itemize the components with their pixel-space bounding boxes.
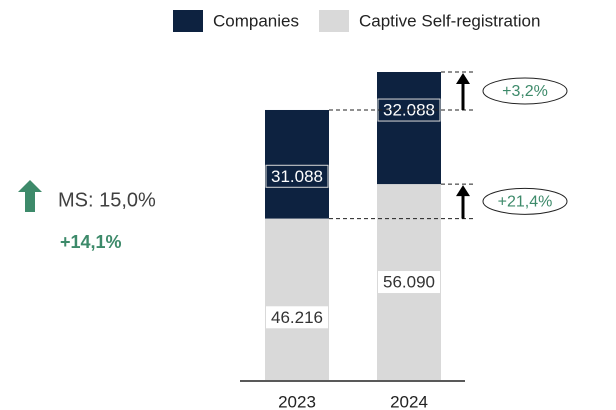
up-arrow-icon bbox=[18, 180, 42, 212]
bar-segment bbox=[377, 72, 441, 185]
total-growth: +14,1% bbox=[60, 232, 122, 252]
growth-bubble bbox=[482, 77, 568, 105]
bar-segment bbox=[265, 218, 329, 380]
growth-label: +3,2% bbox=[502, 83, 548, 100]
legend-label: Captive Self-registration bbox=[359, 11, 540, 30]
value-label-box bbox=[265, 164, 329, 188]
growth-label: +21,4% bbox=[498, 194, 553, 211]
x-tick-label: 2024 bbox=[390, 392, 428, 410]
legend-label: Companies bbox=[213, 11, 299, 30]
growth-arrow-head bbox=[456, 185, 470, 197]
value-label-box bbox=[378, 271, 440, 294]
growth-arrow-head bbox=[456, 73, 470, 84]
x-tick-label: 2023 bbox=[278, 392, 316, 410]
value-label: 56.090 bbox=[383, 273, 435, 292]
value-label: 46.216 bbox=[271, 308, 323, 327]
legend-swatch bbox=[173, 10, 203, 32]
bar-segment bbox=[265, 109, 329, 219]
value-label-box bbox=[266, 306, 328, 329]
market-share: MS: 15,0% bbox=[58, 189, 156, 211]
growth-bubble bbox=[482, 187, 568, 215]
legend-swatch bbox=[319, 10, 349, 32]
value-label: 31.088 bbox=[271, 167, 323, 186]
